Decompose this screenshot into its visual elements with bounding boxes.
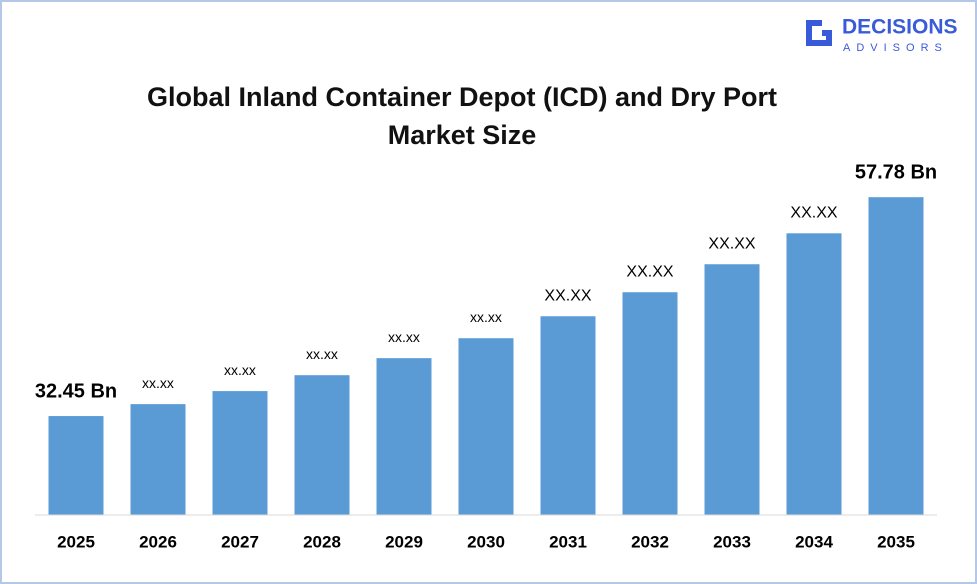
bar: [294, 375, 350, 515]
x-tick-label: 2026: [139, 532, 177, 551]
bar: [212, 391, 268, 515]
bar: [704, 264, 760, 515]
x-tick-label: 2030: [467, 532, 505, 551]
value-label: xx.xx: [224, 362, 256, 378]
x-tick-label: 2033: [713, 532, 751, 551]
logo-tagline: ADVISORS: [843, 42, 948, 54]
value-label: XX.XX: [544, 287, 591, 304]
value-label: 57.78 Bn: [855, 161, 937, 183]
x-tick-label: 2027: [221, 532, 259, 551]
bar: [48, 416, 104, 515]
logo: DECISIONS ADVISORS: [806, 16, 958, 54]
bar: [622, 292, 678, 515]
value-label: xx.xx: [306, 346, 338, 362]
value-label: xx.xx: [142, 375, 174, 391]
value-label: xx.xx: [388, 329, 420, 345]
bar: [376, 358, 432, 515]
value-label: xx.xx: [470, 309, 502, 325]
bar: [458, 338, 514, 515]
value-label: XX.XX: [626, 263, 673, 280]
value-label: XX.XX: [708, 235, 755, 252]
x-tick-label: 2025: [57, 532, 95, 551]
chart-title: Global Inland Container Depot (ICD) and …: [146, 82, 778, 150]
x-tick-label: 2035: [877, 532, 915, 551]
value-label: 32.45 Bn: [35, 380, 117, 402]
bar: [868, 197, 924, 515]
logo-name: DECISIONS: [842, 16, 958, 39]
bar: [130, 404, 186, 515]
value-label: XX.XX: [790, 205, 837, 222]
x-tick-label: 2034: [795, 532, 833, 551]
logo-icon-bar: [822, 30, 832, 36]
x-tick-label: 2031: [549, 532, 587, 551]
x-tick-label: 2029: [385, 532, 423, 551]
x-tick-label: 2028: [303, 532, 341, 551]
x-tick-label: 2032: [631, 532, 669, 551]
bar: [540, 316, 596, 515]
bar: [786, 233, 842, 516]
